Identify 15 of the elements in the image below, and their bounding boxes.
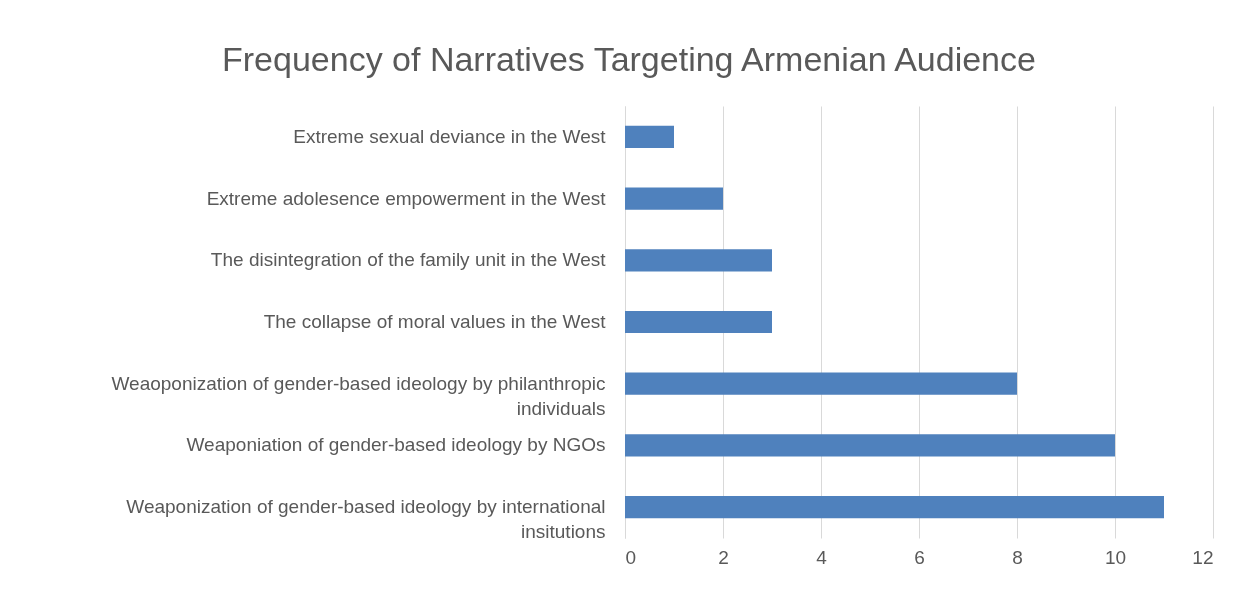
y-tick-label: The disintegration of the family unit in the West <box>210 249 607 271</box>
x-tick-label: 4 <box>816 546 828 568</box>
y-tick-label: Extreme sexual deviance in the West <box>293 125 607 147</box>
chart-title: Frequency of Narratives Targeting Armenian Audience <box>222 40 1036 78</box>
x-tick-label: 8 <box>1012 546 1023 568</box>
x-tick-label: 10 <box>1104 546 1127 568</box>
y-tick-label: Extreme adolesence empowerment in the West <box>206 187 607 209</box>
x-tick-label: 0 <box>625 546 637 568</box>
y-tick-label: The collapse of moral values in the West <box>263 311 607 332</box>
y-tick-label: Weaoponization of gender-based ideology by philanthropic individuals <box>111 372 606 419</box>
x-tick-label: 6 <box>914 546 925 568</box>
y-tick-label: Weaponization of gender-based ideology by international insitutions <box>126 496 606 543</box>
y-tick-label: Weaponiation of gender-based ideology by NGOs <box>186 434 606 456</box>
x-tick-label: 12 <box>1192 546 1214 568</box>
x-tick-label: 2 <box>718 546 729 568</box>
